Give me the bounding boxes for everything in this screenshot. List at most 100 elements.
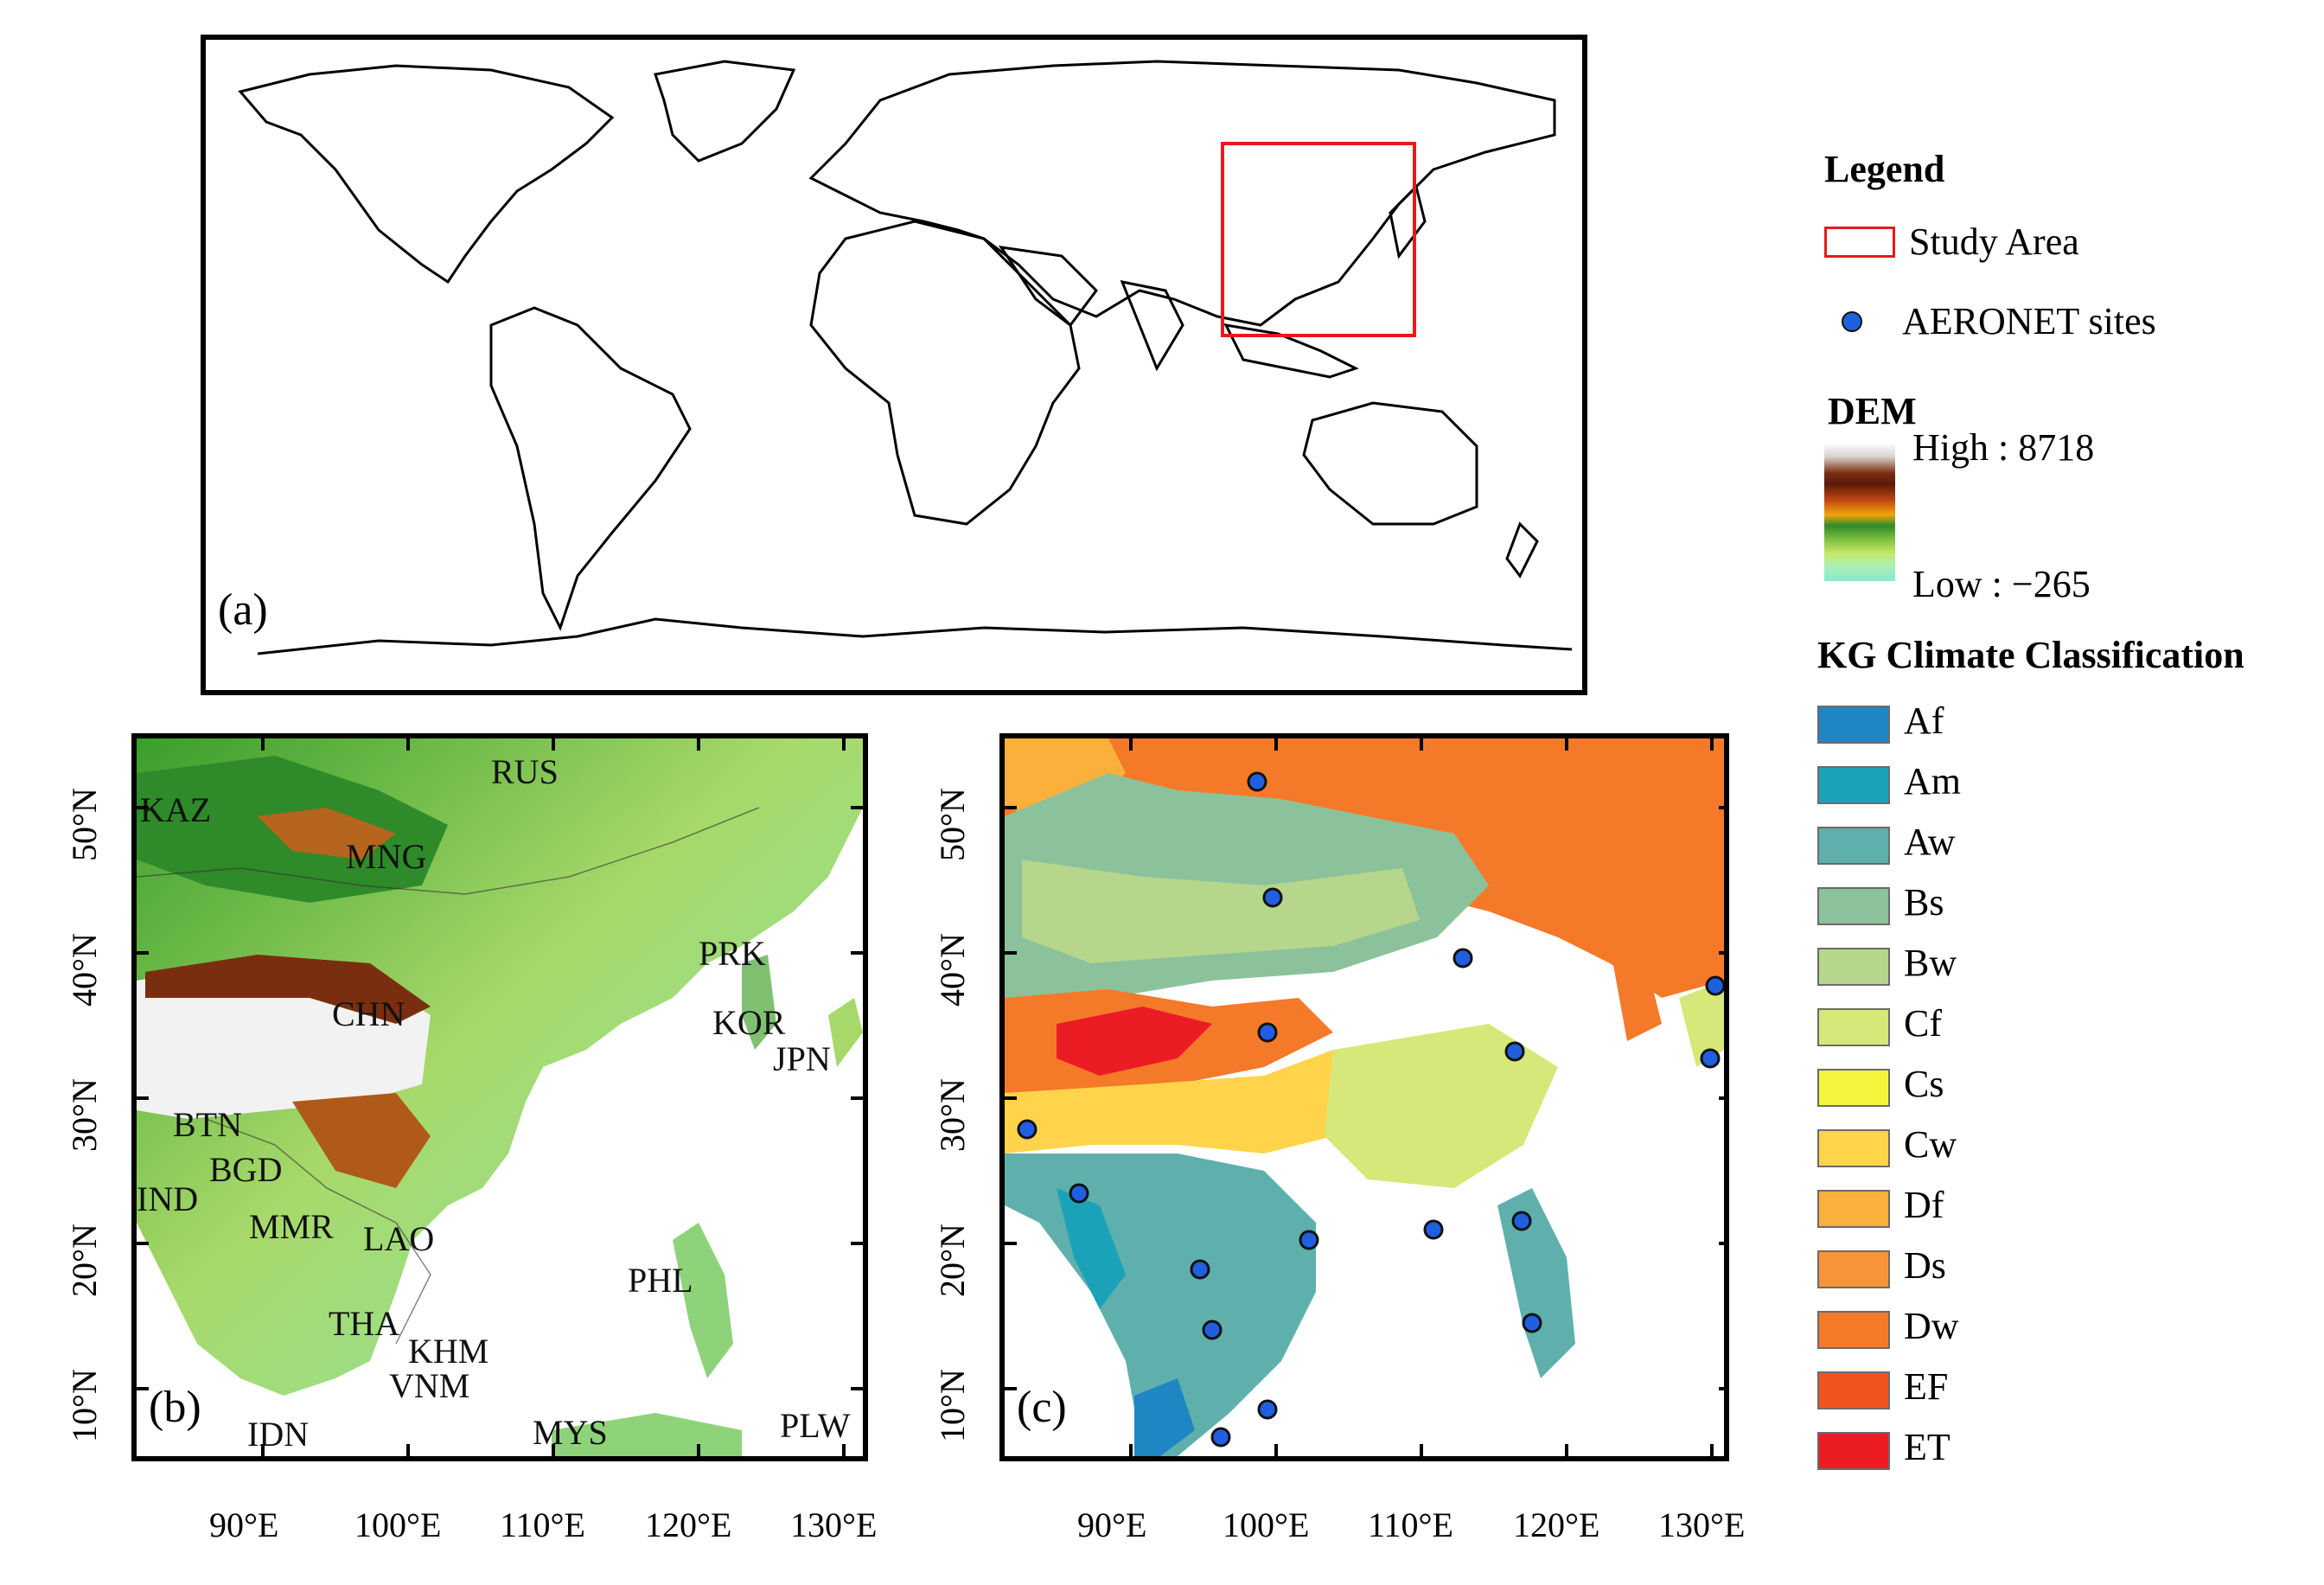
country-label: PRK — [699, 934, 766, 973]
world-map-svg — [238, 60, 1573, 655]
kg-label: Ds — [1904, 1244, 1946, 1287]
kg-swatch — [1817, 1069, 1890, 1107]
aeronet-site-marker — [1504, 1041, 1525, 1062]
kg-legend-item: Aw — [1817, 821, 2180, 872]
dem-ridges-mng — [258, 808, 396, 860]
country-label: MMR — [249, 1207, 334, 1246]
kg-legend-item: Cs — [1817, 1063, 2180, 1114]
panel-a-label: (a) — [218, 585, 268, 635]
coastline-new-zealand — [1505, 521, 1539, 578]
kg-legend-item: EF — [1817, 1365, 2180, 1416]
kg-swatch — [1817, 766, 1890, 804]
kg-swatch — [1817, 948, 1890, 986]
study-area-box — [1221, 142, 1416, 337]
aeronet-site-marker — [1069, 1183, 1089, 1204]
kg-zone-philippines — [1497, 1188, 1575, 1378]
country-label: PLW — [780, 1406, 851, 1445]
coastline-arabia — [998, 246, 1098, 328]
kg-zone-korea — [1610, 946, 1662, 1041]
aeronet-site-marker — [1452, 948, 1473, 968]
kg-swatch — [1817, 827, 1890, 865]
kg-swatch — [1817, 1190, 1890, 1228]
country-label: PHL — [628, 1261, 693, 1300]
country-label: LAO — [363, 1219, 434, 1258]
kg-swatch — [1817, 1129, 1890, 1167]
kg-label: Af — [1904, 700, 1944, 742]
lon-tick-label: 130°E — [790, 1505, 878, 1544]
kg-label: EF — [1904, 1365, 1949, 1408]
kg-legend-item: Cf — [1817, 1002, 2180, 1053]
kg-label: Am — [1904, 760, 1961, 802]
world-coastlines — [238, 60, 1573, 655]
world-map-panel: (a) — [201, 35, 1587, 695]
lat-tick-label: 20°N — [933, 1224, 972, 1297]
lon-tick-label: 120°E — [1513, 1505, 1600, 1544]
country-label: JPN — [773, 1039, 831, 1078]
country-label: VNM — [389, 1366, 469, 1405]
country-label: KOR — [712, 1003, 786, 1042]
kg-zone-et — [1057, 1007, 1212, 1076]
coastline-india — [1120, 279, 1184, 372]
kg-legend-item: Af — [1817, 700, 2180, 751]
kg-zone-cw — [1005, 1050, 1368, 1154]
lon-tick-label: 120°E — [645, 1505, 732, 1544]
lat-tick-label: 40°N — [65, 933, 104, 1007]
dem-map-panel: KAZ RUS MNG CHN PRK KOR JPN BTN BGD IND MMR LAO THA K… — [131, 733, 868, 1461]
kg-swatch — [1817, 1250, 1890, 1288]
dem-japan — [828, 998, 863, 1067]
lon-tick-label: 100°E — [354, 1505, 442, 1544]
lat-tick-label: 30°N — [65, 1078, 104, 1152]
kg-legend-item: Ds — [1817, 1244, 2180, 1295]
kg-legend-item: ET — [1817, 1426, 2180, 1477]
kg-legend-item: Df — [1817, 1184, 2180, 1235]
panel-b-label: (b) — [149, 1383, 201, 1432]
country-borders — [137, 807, 760, 1345]
lat-tick-label: 10°N — [933, 1369, 972, 1442]
dem-high-label: High : 8718 — [1912, 426, 2095, 469]
aeronet-site-layer — [1017, 771, 1724, 1448]
kg-label: Aw — [1904, 821, 1956, 863]
aeronet-site-marker — [1190, 1259, 1210, 1280]
kg-swatch — [1817, 1432, 1890, 1470]
kg-legend-item: Bs — [1817, 881, 2180, 932]
kg-zone-cf — [1325, 1024, 1558, 1188]
kg-map-svg — [1005, 738, 1724, 1456]
kg-legend-item: Am — [1817, 760, 2180, 811]
coastline-south-america — [489, 306, 692, 631]
lon-tick-label: 110°E — [1368, 1505, 1453, 1544]
kg-label: Dw — [1904, 1305, 1959, 1347]
kg-label: Bs — [1904, 881, 1944, 924]
country-label: KHM — [408, 1332, 488, 1371]
dem-korea — [742, 955, 776, 1050]
legend-aeronet-label: AERONET sites — [1902, 300, 2156, 342]
aeronet-site-marker — [1257, 1399, 1278, 1420]
study-area-swatch — [1824, 227, 1895, 258]
lon-tick-label: 90°E — [1077, 1505, 1147, 1544]
country-label: IDN — [247, 1415, 309, 1454]
aeronet-site-marker — [1423, 1219, 1444, 1240]
lat-tick-label: 50°N — [933, 788, 972, 861]
dem-himalaya-south — [292, 1093, 431, 1188]
country-label: MNG — [346, 837, 426, 876]
kg-zone-bw — [1022, 860, 1420, 963]
aeronet-site-marker — [1017, 1119, 1038, 1140]
coastline-japan — [1389, 184, 1427, 259]
lat-tick-label: 10°N — [65, 1369, 104, 1442]
lon-tick-label: 130°E — [1658, 1505, 1746, 1544]
kg-legend-item: Bw — [1817, 942, 2180, 993]
country-label: MYS — [533, 1413, 608, 1452]
aeronet-site-marker — [1257, 1022, 1278, 1043]
kg-zone-am — [1057, 1188, 1126, 1309]
dem-tibet-edge — [145, 955, 431, 1024]
aeronet-site-marker — [1522, 1313, 1542, 1333]
kg-label: Cw — [1904, 1123, 1957, 1166]
country-label: BGD — [209, 1150, 282, 1189]
kg-legend-item: Cw — [1817, 1123, 2180, 1174]
coastline-se-asia-islands — [1223, 323, 1359, 379]
kg-label: ET — [1904, 1426, 1950, 1468]
kg-map-panel: (c) — [999, 733, 1729, 1461]
aeronet-site-marker — [1705, 975, 1724, 996]
kg-label: Bw — [1904, 942, 1957, 984]
